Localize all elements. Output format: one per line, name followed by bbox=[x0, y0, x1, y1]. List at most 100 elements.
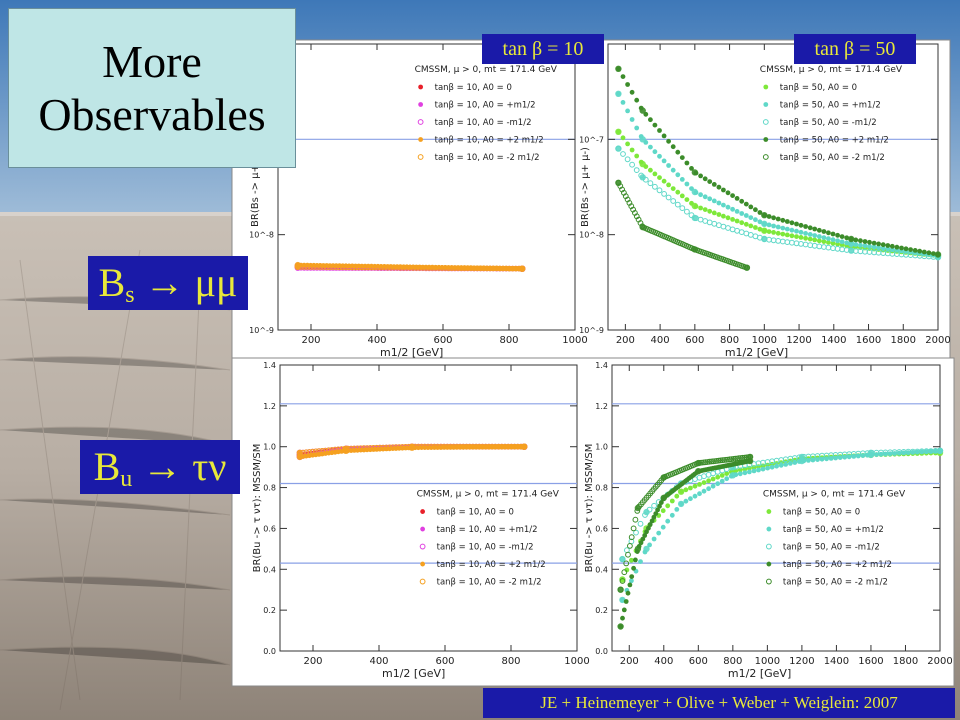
data-point bbox=[835, 232, 840, 238]
data-point bbox=[652, 122, 658, 128]
data-point bbox=[721, 457, 728, 463]
data-point bbox=[787, 461, 793, 466]
data-point bbox=[387, 264, 394, 271]
y-tick-label: 1.4 bbox=[595, 361, 608, 370]
data-point bbox=[666, 138, 671, 144]
data-point bbox=[439, 265, 446, 271]
data-point bbox=[871, 240, 877, 246]
y-tick-label: 1.0 bbox=[595, 443, 608, 452]
legend-entry: tanβ = 50, A0 = -m1/2 bbox=[783, 543, 880, 553]
data-point bbox=[627, 543, 633, 549]
series-5 bbox=[294, 263, 526, 272]
data-point-anchor bbox=[342, 445, 350, 452]
data-point bbox=[310, 264, 317, 270]
data-point bbox=[506, 265, 513, 272]
data-point bbox=[426, 265, 433, 271]
data-point bbox=[498, 443, 505, 450]
data-point bbox=[319, 448, 326, 454]
data-point bbox=[625, 108, 630, 114]
tan-beta-10-label: tan β = 10 bbox=[482, 34, 604, 64]
data-point bbox=[492, 443, 499, 450]
legend-entry: tanβ = 50, A0 = 0 bbox=[780, 83, 857, 93]
data-point bbox=[766, 229, 772, 235]
data-point bbox=[931, 251, 936, 256]
data-point bbox=[812, 226, 818, 232]
data-point bbox=[766, 222, 772, 228]
data-point bbox=[625, 82, 630, 87]
data-point bbox=[323, 264, 330, 271]
legend-marker bbox=[420, 526, 426, 532]
legend-marker bbox=[766, 561, 772, 567]
x-tick-label: 400 bbox=[369, 656, 388, 667]
data-point bbox=[899, 245, 904, 251]
data-point bbox=[724, 471, 730, 476]
data-point bbox=[883, 451, 888, 457]
data-point bbox=[419, 264, 426, 271]
data-point bbox=[629, 574, 635, 579]
legend-entry: tanβ = 50, A0 = +2 m1/2 bbox=[783, 560, 892, 570]
data-point bbox=[660, 508, 666, 514]
legend-marker bbox=[417, 154, 424, 160]
data-point bbox=[642, 533, 648, 538]
legend-entry: tanβ = 10, A0 = -m1/2 bbox=[437, 543, 534, 553]
data-point bbox=[728, 456, 735, 463]
y-tick-label: 1.0 bbox=[263, 443, 276, 452]
data-point bbox=[867, 239, 872, 245]
legend-marker bbox=[765, 543, 772, 550]
data-point bbox=[458, 265, 465, 272]
data-point bbox=[724, 476, 730, 482]
data-point bbox=[301, 264, 308, 270]
slide-title-line1: More bbox=[102, 36, 202, 87]
data-point bbox=[737, 467, 743, 473]
data-point bbox=[725, 204, 731, 210]
y-tick-label: 0.8 bbox=[263, 484, 276, 493]
x-tick-label: 1200 bbox=[786, 335, 811, 346]
data-point bbox=[461, 265, 468, 272]
x-tick-label: 1400 bbox=[824, 656, 849, 667]
data-point-anchor bbox=[521, 443, 528, 450]
data-point bbox=[880, 242, 886, 248]
data-point bbox=[874, 452, 879, 457]
legend-marker bbox=[766, 526, 772, 532]
data-point bbox=[312, 448, 319, 455]
data-point bbox=[862, 239, 868, 244]
data-point bbox=[444, 443, 451, 450]
data-point bbox=[844, 235, 850, 241]
data-point bbox=[830, 231, 836, 237]
data-point-anchor bbox=[617, 623, 624, 630]
data-point bbox=[632, 516, 639, 523]
data-point bbox=[460, 443, 467, 450]
plot-frame bbox=[279, 364, 578, 652]
data-point bbox=[457, 443, 464, 450]
chart-bs-tanb50: 200 400 600 800 1000 1200 1400 1600 1800 2000 m1/2… bbox=[579, 40, 951, 359]
data-point bbox=[807, 232, 813, 237]
data-point bbox=[812, 237, 818, 243]
x-tick-label: 1200 bbox=[789, 656, 814, 667]
x-tick-label: 200 bbox=[303, 656, 322, 667]
data-point bbox=[742, 470, 748, 476]
data-point bbox=[484, 265, 490, 272]
data-point-anchor bbox=[615, 145, 622, 152]
data-point bbox=[625, 551, 631, 558]
data-point bbox=[621, 569, 628, 576]
data-point bbox=[658, 500, 664, 505]
data-point bbox=[489, 443, 496, 450]
data-point bbox=[706, 478, 711, 484]
x-tick-label: 800 bbox=[720, 335, 739, 346]
y-tick-label: 10^-8 bbox=[249, 231, 274, 240]
data-point bbox=[393, 444, 399, 451]
data-point bbox=[466, 443, 473, 450]
y-tick-label: 0.2 bbox=[595, 606, 608, 615]
data-point bbox=[503, 265, 510, 272]
data-point bbox=[803, 235, 808, 241]
data-point bbox=[706, 486, 711, 492]
data-point bbox=[775, 224, 781, 230]
data-point bbox=[766, 214, 772, 219]
data-point bbox=[876, 245, 881, 251]
x-tick-label: 400 bbox=[654, 656, 673, 667]
data-point-anchor bbox=[798, 453, 806, 461]
slide-title-line2: Observables bbox=[38, 89, 266, 140]
decay-bs-main: B bbox=[98, 260, 126, 305]
data-point bbox=[734, 209, 740, 214]
